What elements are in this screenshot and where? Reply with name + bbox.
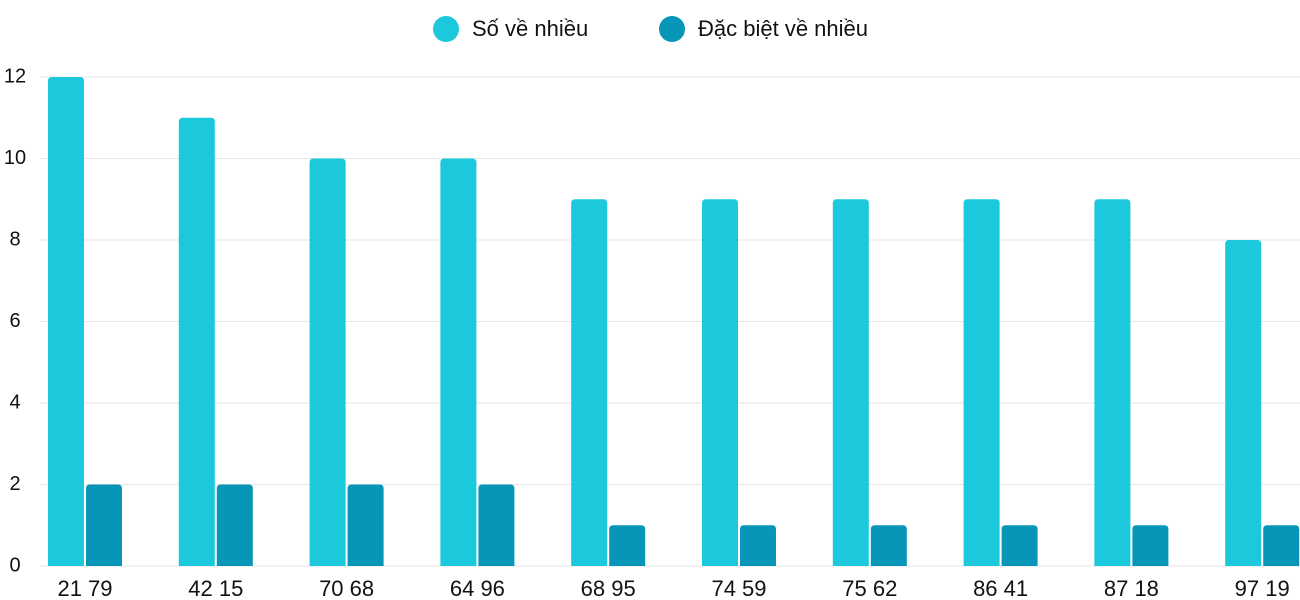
bar: [1132, 525, 1169, 566]
bar: [702, 199, 738, 566]
bar: [1263, 525, 1300, 566]
bar: [1094, 199, 1131, 566]
y-tick-label: 8: [9, 228, 20, 250]
legend-label: Đặc biệt về nhiều: [698, 16, 868, 41]
bar: [478, 484, 515, 566]
bar: [178, 117, 215, 566]
y-tick-label: 12: [4, 65, 26, 87]
bar: [48, 77, 84, 566]
x-tick-label: 97 19: [1235, 576, 1290, 600]
x-tick-label: 70 68: [319, 576, 374, 600]
bar: [571, 199, 608, 566]
bar: [740, 525, 776, 566]
x-tick-label: 74 59: [711, 576, 766, 600]
x-tick-label: 87 18: [1104, 576, 1159, 600]
y-tick-label: 4: [9, 391, 20, 413]
bar: [347, 484, 384, 566]
bar: [309, 158, 346, 566]
y-tick-label: 2: [9, 473, 20, 495]
legend-marker: [659, 16, 685, 42]
bar: [1001, 525, 1038, 566]
y-tick-label: 6: [9, 310, 20, 332]
x-tick-label: 68 95: [581, 576, 636, 600]
x-tick-label: 64 96: [450, 576, 505, 600]
bar: [870, 525, 907, 566]
x-tick-label: 86 41: [973, 576, 1028, 600]
bar: [440, 158, 477, 566]
legend-marker: [433, 16, 459, 42]
x-tick-label: 21 79: [57, 576, 112, 600]
x-tick-label: 42 15: [188, 576, 243, 600]
y-tick-label: 10: [4, 147, 26, 169]
bar: [963, 199, 1000, 566]
x-tick-label: 75 62: [842, 576, 897, 600]
bar: [86, 484, 122, 566]
bar: [832, 199, 869, 566]
bar: [1225, 240, 1262, 566]
bar: [609, 525, 646, 566]
legend-label: Số về nhiều: [472, 16, 588, 41]
bar: [216, 484, 253, 566]
y-tick-label: 0: [9, 554, 20, 576]
